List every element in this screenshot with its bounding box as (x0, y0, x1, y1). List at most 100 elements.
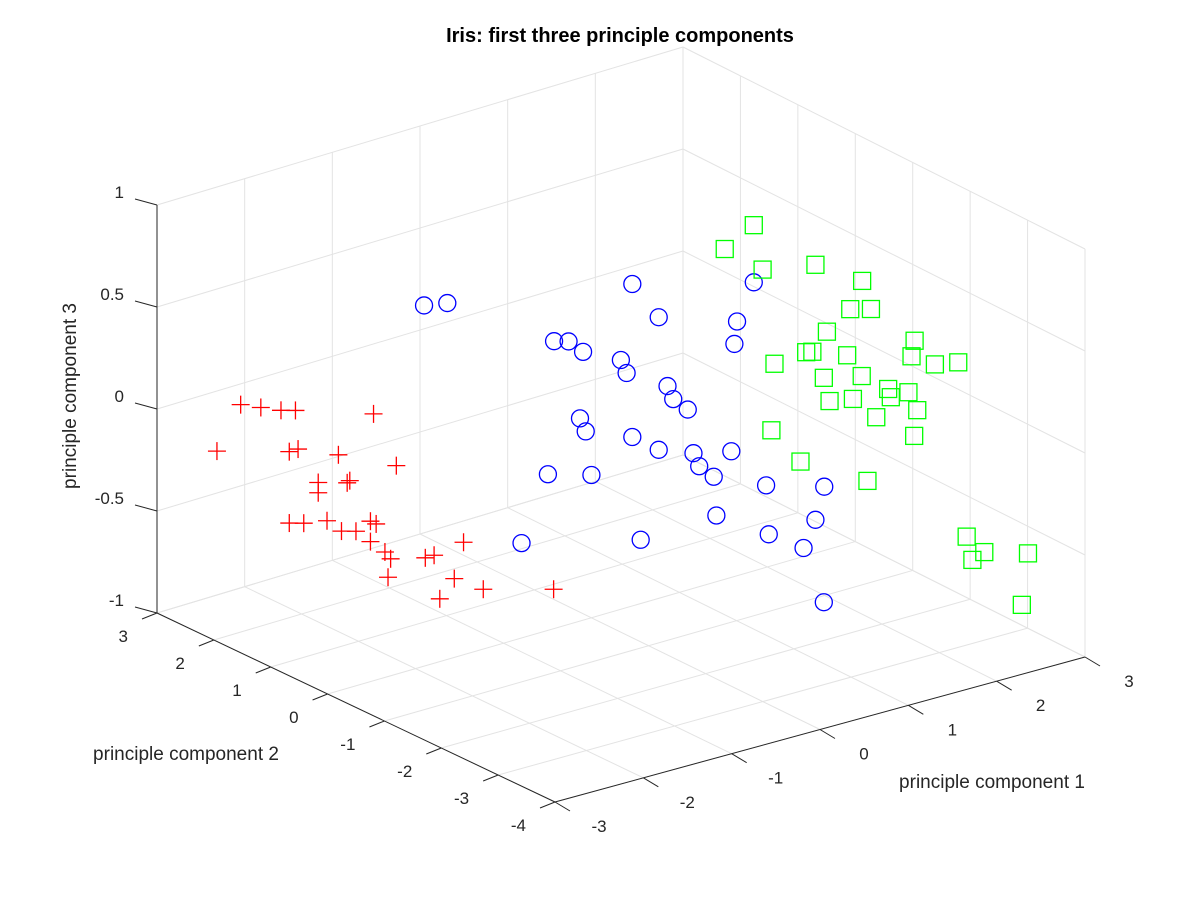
circle-marker (794, 538, 813, 558)
circle-marker (756, 476, 776, 495)
circle-marker (704, 467, 723, 486)
square-marker (905, 331, 924, 350)
grid-line (384, 569, 913, 722)
square-marker (881, 388, 900, 407)
y-tick-label: 3 (119, 627, 128, 646)
circle-marker (631, 530, 650, 549)
y-tick-label: 2 (175, 654, 184, 673)
y-tick-mark (198, 639, 215, 647)
z-tick-mark (134, 300, 158, 308)
z-tick-mark (134, 504, 158, 512)
z-tick-label: 0.5 (100, 285, 124, 304)
plus-marker (474, 580, 493, 599)
grid-line (332, 559, 732, 755)
grid-line (156, 46, 684, 206)
circle-marker (573, 342, 593, 362)
circle-marker (617, 363, 636, 383)
plus-marker (364, 404, 383, 423)
grid-line (595, 480, 997, 682)
grid-line (682, 352, 1086, 556)
circle-marker (722, 442, 741, 461)
y-tick-label: 0 (289, 708, 298, 727)
y-axis-label: principle component 2 (93, 744, 279, 765)
square-marker (867, 408, 886, 427)
plus-marker (280, 442, 299, 461)
plus-marker (544, 580, 563, 599)
circle-marker (438, 293, 457, 313)
plus-marker (309, 483, 328, 502)
circle-marker (664, 389, 683, 409)
y-tick-mark (369, 720, 385, 728)
square-marker (1012, 595, 1031, 615)
x-tick-label: -3 (591, 817, 606, 836)
plus-marker (231, 395, 250, 414)
grid-line (682, 148, 1086, 352)
plus-marker (430, 589, 449, 608)
y-tick-mark (141, 612, 158, 620)
grid-layer (156, 46, 1086, 803)
y-tick-label: -1 (340, 735, 355, 754)
z-axis-label: principle component 3 (60, 303, 81, 489)
circle-marker (678, 400, 697, 419)
plus-marker (379, 568, 398, 587)
square-marker (852, 366, 871, 386)
y-tick-label: -2 (397, 762, 412, 781)
plus-marker (445, 569, 464, 588)
y-tick-mark (482, 774, 499, 782)
square-marker (949, 353, 968, 372)
x-tick-mark (819, 729, 836, 739)
grid-line (507, 507, 909, 706)
y-axis-line (156, 612, 556, 803)
grid-line (441, 598, 971, 749)
square-marker (905, 426, 924, 446)
circle-marker (684, 444, 703, 463)
z-tick-label: -1 (109, 591, 124, 610)
circle-marker (727, 312, 747, 331)
grid-line (156, 148, 684, 308)
square-marker (852, 271, 872, 291)
square-marker (806, 255, 825, 274)
plus-marker (454, 533, 473, 552)
circle-marker (814, 593, 833, 612)
square-marker (817, 322, 837, 341)
x-tick-mark (554, 801, 571, 812)
circle-marker (690, 457, 709, 476)
y-tick-mark (255, 666, 271, 674)
plus-marker (251, 398, 270, 417)
circle-marker (649, 308, 668, 327)
chart-title: Iris: first three principle components (446, 25, 794, 47)
grid-line (156, 454, 684, 614)
plus-marker (294, 514, 313, 533)
circle-marker (512, 533, 531, 553)
z-tick-mark (134, 402, 158, 410)
grid-line (270, 512, 798, 668)
plus-marker (416, 548, 435, 567)
square-marker (841, 299, 860, 319)
square-marker (899, 383, 918, 402)
circle-marker (649, 440, 668, 459)
square-marker (762, 421, 781, 440)
x-tick-label: -1 (768, 769, 783, 788)
tick-labels: -3 -2 -1 0 1 2 3 -4 -3 -2 -1 0 1 2 3 -1 -0.5 0 0.5 1 (95, 183, 1134, 836)
x-axis-label: principle component 1 (899, 772, 1085, 793)
square-marker (838, 346, 857, 365)
grid-line (327, 541, 856, 695)
square-marker (753, 260, 772, 279)
grid-line (682, 250, 1086, 454)
x-tick-label: 3 (1124, 672, 1133, 691)
circle-marker (707, 506, 726, 525)
plus-marker (207, 442, 226, 461)
plus-marker (318, 511, 337, 530)
grid-line (682, 454, 1086, 658)
grid-line (244, 586, 644, 779)
plus-marker (387, 456, 406, 475)
square-marker (975, 542, 994, 562)
grid-line (213, 483, 741, 641)
z-tick-label: -0.5 (95, 489, 124, 508)
square-marker (803, 342, 822, 361)
square-marker (902, 347, 921, 366)
grid-line (682, 46, 1086, 250)
x-tick-mark (908, 704, 924, 715)
y-tick-mark (426, 747, 442, 755)
plus-marker (286, 401, 305, 420)
